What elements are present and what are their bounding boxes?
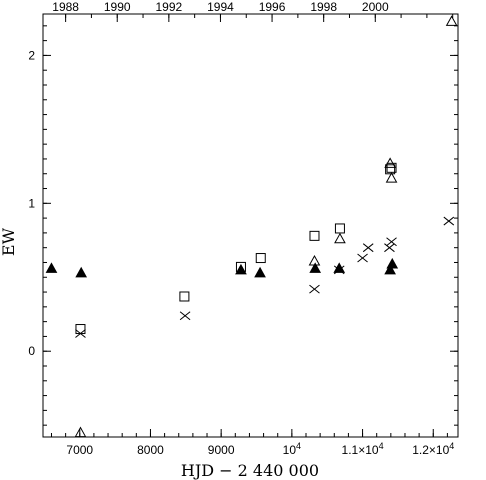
filled-triangle-point [309,262,322,273]
filled-triangle-point [75,266,88,278]
x-top-tick-label: 1992 [155,0,182,14]
cross-point [75,329,86,338]
cross-point [443,216,455,226]
x-top-tick-label: 1996 [259,0,286,14]
x-top-tick-label: 1990 [104,0,131,14]
cross-point [333,265,345,275]
open-square-point [385,164,396,175]
x-tick-label: 9000 [208,443,235,457]
cross-stroke [357,253,368,263]
x-top-tick-label: 1998 [310,0,337,14]
open-square-point [309,230,320,241]
x-top-tick-label: 1988 [52,0,79,14]
cross-stroke [309,284,320,294]
y-tick-label: 2 [28,48,35,62]
x-tick-exponent: 4 [449,441,454,451]
open-square-point [334,223,345,234]
filled-triangle-point [333,262,346,273]
y-tick-label: 0 [28,344,35,358]
cross-point [362,243,374,253]
x-top-tick-label: 2000 [362,0,389,14]
cross-stroke [362,243,374,253]
x-axis-label: HJD − 2 440 000 [181,461,319,480]
plot-frame [42,13,459,438]
x-tick-label: 1.1×104 [342,441,384,457]
cross-stroke [75,329,86,338]
open-triangle-point [384,157,396,168]
open-square-point [255,253,266,264]
filled-triangle-point [45,262,58,273]
cross-stroke [386,237,397,247]
filled-triangle-point [254,266,266,278]
x-tick-exponent: 4 [379,441,384,451]
cross-point [357,253,368,263]
y-tick-label: 1 [28,196,35,210]
open-square-point [179,291,190,302]
y-axis-label: EW [0,227,18,256]
x-top-tick-label: 1994 [207,0,234,14]
open-triangle-point [74,426,87,438]
open-square-point [235,261,246,272]
cross-point [309,284,320,294]
filled-triangle-point [235,263,247,275]
data-marks [45,15,458,438]
open-triangle-point [445,15,458,26]
x-tick-exponent: 4 [296,441,301,451]
cross-stroke [333,265,345,275]
x-tick-label: 8000 [137,443,164,457]
cross-point [179,311,191,321]
x-tick-label: 7000 [66,443,93,457]
cross-point [386,237,397,247]
cross-stroke [384,243,395,253]
filled-triangle-point [386,257,399,269]
open-square-point [75,324,86,335]
cross-stroke [179,311,191,321]
open-triangle-point [385,172,398,183]
cross-point [384,243,395,253]
x-tick-label: 1.2×104 [412,441,454,457]
x-tick-label: 104 [283,441,301,457]
open-triangle-point [308,254,321,266]
filled-triangle-point [384,263,396,275]
cross-stroke [443,216,455,226]
open-triangle-point [334,232,346,244]
